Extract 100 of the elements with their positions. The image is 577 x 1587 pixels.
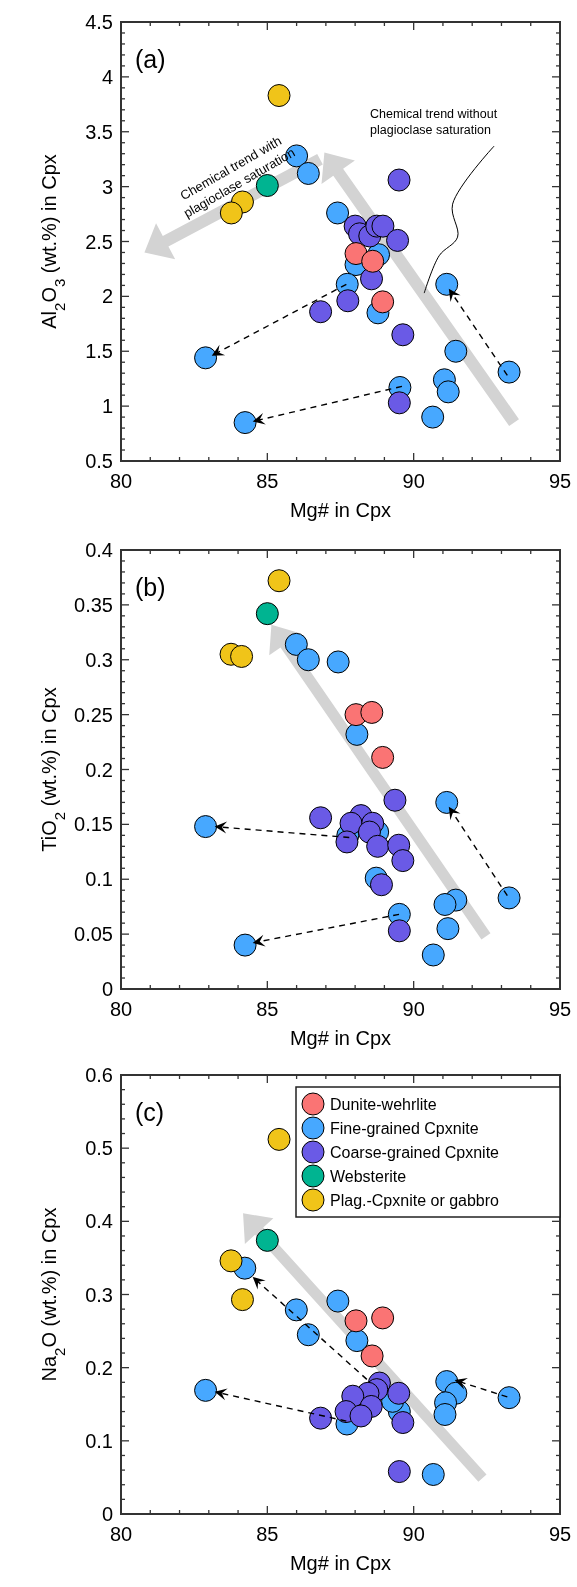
x-tick-label: 90 <box>402 1523 425 1545</box>
point <box>233 933 257 957</box>
x-tick-label: 80 <box>109 1523 133 1545</box>
point <box>360 700 384 724</box>
point <box>267 569 291 593</box>
y-tick-label: 0.2 <box>85 758 113 781</box>
y-tick-label: 0.3 <box>85 1283 113 1306</box>
point <box>326 650 350 674</box>
y-tick-label: 2 <box>101 285 113 308</box>
x-tick-label: 95 <box>548 998 572 1020</box>
y-tick-label: 0.2 <box>85 1356 113 1379</box>
legend-label: Fine-grained Cpxnite <box>330 1120 479 1137</box>
point <box>267 1127 291 1151</box>
x-axis-title: Mg# in Cpx <box>289 1027 392 1049</box>
point <box>349 1404 373 1428</box>
point <box>335 830 359 854</box>
y-tick-label: 0 <box>101 978 113 1000</box>
y-tick-label: 0.25 <box>74 703 113 726</box>
point <box>421 405 445 429</box>
point <box>387 391 411 415</box>
point <box>296 1323 320 1347</box>
point <box>387 1381 411 1405</box>
point <box>387 919 411 943</box>
y-tick-label: 1.5 <box>85 340 113 363</box>
point <box>230 1288 254 1312</box>
x-tick-label: 85 <box>256 998 279 1020</box>
y-tick-label: 0.1 <box>85 1429 113 1452</box>
point <box>433 892 457 916</box>
point <box>421 943 445 967</box>
point <box>369 873 393 897</box>
point <box>444 339 468 363</box>
y-tick-label: 3.5 <box>85 120 113 143</box>
y-tick-label: 0.15 <box>74 813 113 836</box>
point <box>497 1386 521 1410</box>
y-tick-label: 4 <box>101 65 113 88</box>
point <box>326 1289 350 1313</box>
point <box>219 1249 243 1273</box>
y-tick-label: 0.3 <box>85 648 113 671</box>
point <box>383 788 407 812</box>
x-axis-title: Mg# in Cpx <box>289 499 392 521</box>
point <box>371 1306 395 1330</box>
y-tick-label: 3 <box>101 175 113 198</box>
legend-label: Websterite <box>330 1168 407 1185</box>
y-tick-label: 0.6 <box>85 1064 113 1086</box>
annotation: Chemical trend without plagioclase saturation <box>370 107 498 138</box>
point <box>391 1411 415 1435</box>
x-tick-label: 85 <box>256 470 279 492</box>
point <box>371 290 395 314</box>
point <box>345 1329 369 1353</box>
point <box>233 411 257 435</box>
legend-label: Plag.-Cpxnite or gabbro <box>330 1192 500 1209</box>
point <box>421 1462 445 1486</box>
point <box>326 201 350 225</box>
point <box>296 648 320 672</box>
point <box>296 161 320 185</box>
y-tick-label: 0.05 <box>74 923 113 946</box>
x-axis-title: Mg# in Cpx <box>289 1552 392 1574</box>
point <box>497 360 521 384</box>
point <box>436 380 460 404</box>
point <box>267 84 291 108</box>
point <box>436 917 460 941</box>
y-tick-label: 0.35 <box>74 593 113 616</box>
point <box>309 300 333 324</box>
point <box>433 1402 457 1426</box>
point <box>309 1406 333 1430</box>
x-tick-label: 85 <box>256 1523 279 1545</box>
text: (c) <box>135 1098 165 1126</box>
y-tick-label: 4.5 <box>85 11 113 33</box>
y-tick-label: 0 <box>101 1503 113 1525</box>
point <box>344 1309 368 1333</box>
legend-label: Coarse-grained Cpxnite <box>330 1144 500 1161</box>
point <box>336 289 360 313</box>
point <box>255 1228 279 1252</box>
point <box>497 886 521 910</box>
point <box>366 834 390 858</box>
x-tick-label: 95 <box>548 470 572 492</box>
x-tick-label: 90 <box>402 998 425 1020</box>
x-tick-label: 90 <box>402 470 425 492</box>
point <box>435 272 459 296</box>
point <box>345 722 369 746</box>
y-tick-label: 0.5 <box>85 1137 113 1160</box>
y-tick-label: 0.4 <box>85 1210 113 1233</box>
point <box>194 815 218 839</box>
point <box>387 1460 411 1484</box>
point <box>387 168 411 192</box>
y-tick-label: 0.1 <box>85 868 113 891</box>
point <box>255 602 279 626</box>
y-tick-label: 1 <box>101 395 113 418</box>
point <box>360 1344 384 1368</box>
text: (b) <box>135 573 166 601</box>
point <box>284 1298 308 1322</box>
text: (a) <box>135 45 166 73</box>
point <box>194 346 218 370</box>
point <box>309 806 333 830</box>
point <box>284 632 308 656</box>
x-tick-label: 80 <box>109 998 133 1020</box>
point <box>386 228 410 252</box>
x-tick-label: 80 <box>109 470 133 492</box>
point <box>194 1378 218 1402</box>
legend-label: Dunite-wehrlite <box>330 1096 437 1113</box>
